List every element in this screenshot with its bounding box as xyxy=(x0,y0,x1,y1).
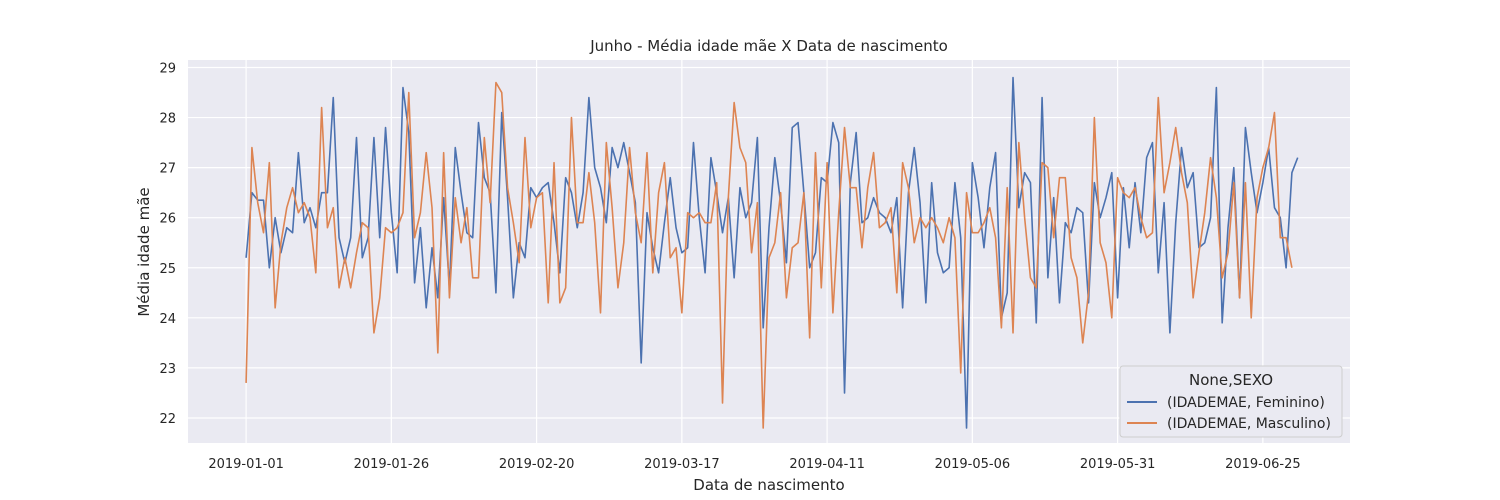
y-tick-label: 26 xyxy=(159,212,176,227)
series-lines xyxy=(245,76,1299,429)
y-tick-labels: 22 23 24 25 26 27 28 29 xyxy=(159,62,176,427)
legend-label-masculino: (IDADEMAE, Masculino) xyxy=(1167,416,1331,432)
legend-box xyxy=(1119,365,1343,438)
legend-label-feminino: (IDADEMAE, Feminino) xyxy=(1167,395,1325,411)
series-line-masculino xyxy=(245,81,1293,429)
x-tick-label: 2019-05-31 xyxy=(1080,457,1156,472)
x-tick-label: 2019-02-20 xyxy=(499,457,575,472)
gridlines xyxy=(188,60,1350,443)
x-tick-label: 2019-03-17 xyxy=(644,457,720,472)
x-tick-label: 2019-04-11 xyxy=(789,457,865,472)
y-tick-label: 28 xyxy=(159,112,176,127)
x-axis-title: Data de nascimento xyxy=(693,476,844,494)
y-tick-label: 22 xyxy=(159,412,176,427)
chart-title: Junho - Média idade mãe X Data de nascim… xyxy=(589,37,948,55)
x-tick-label: 2019-01-26 xyxy=(354,457,430,472)
legend: None,SEXO (IDADEMAE, Feminino) (IDADEMAE… xyxy=(1119,365,1343,438)
x-tick-label: 2019-06-25 xyxy=(1225,457,1301,472)
legend-title: None,SEXO xyxy=(1189,371,1273,389)
y-tick-label: 25 xyxy=(159,262,176,277)
series-line-feminino xyxy=(245,76,1299,429)
y-axis-title: Média idade mãe xyxy=(135,187,153,316)
y-tick-label: 27 xyxy=(159,162,176,177)
y-tick-label: 23 xyxy=(159,362,176,377)
x-tick-labels: 2019-01-01 2019-01-26 2019-02-20 2019-03-17… xyxy=(208,457,1300,472)
y-tick-label: 24 xyxy=(159,312,176,327)
x-tick-label: 2019-01-01 xyxy=(208,457,284,472)
y-tick-label: 29 xyxy=(159,62,176,77)
x-tick-label: 2019-05-06 xyxy=(935,457,1011,472)
